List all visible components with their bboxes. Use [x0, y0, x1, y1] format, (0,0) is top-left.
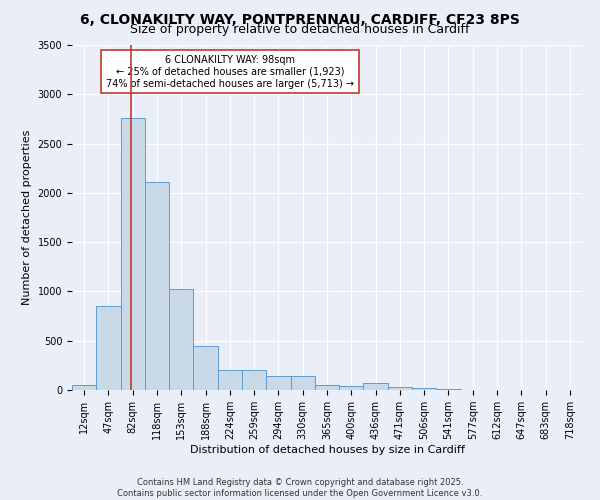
Text: 6 CLONAKILTY WAY: 98sqm
← 25% of detached houses are smaller (1,923)
74% of semi: 6 CLONAKILTY WAY: 98sqm ← 25% of detache… [106, 56, 354, 88]
Bar [145, 182, 169, 390]
Bar [388, 386, 412, 390]
Bar [436, 389, 461, 390]
Bar [96, 306, 121, 390]
X-axis label: Distribution of detached houses by size in Cardiff: Distribution of detached houses by size … [190, 445, 464, 455]
Bar [193, 346, 218, 390]
Text: 6, CLONAKILTY WAY, PONTPRENNAU, CARDIFF, CF23 8PS: 6, CLONAKILTY WAY, PONTPRENNAU, CARDIFF,… [80, 12, 520, 26]
Bar [72, 384, 96, 390]
Bar [339, 386, 364, 390]
Bar [218, 370, 242, 390]
Bar [290, 376, 315, 390]
Y-axis label: Number of detached properties: Number of detached properties [22, 130, 32, 305]
Bar [315, 384, 339, 390]
Text: Contains HM Land Registry data © Crown copyright and database right 2025.
Contai: Contains HM Land Registry data © Crown c… [118, 478, 482, 498]
Bar [266, 376, 290, 390]
Bar [169, 290, 193, 390]
Bar [121, 118, 145, 390]
Bar [412, 388, 436, 390]
Text: Size of property relative to detached houses in Cardiff: Size of property relative to detached ho… [130, 22, 470, 36]
Bar [242, 370, 266, 390]
Bar [364, 382, 388, 390]
